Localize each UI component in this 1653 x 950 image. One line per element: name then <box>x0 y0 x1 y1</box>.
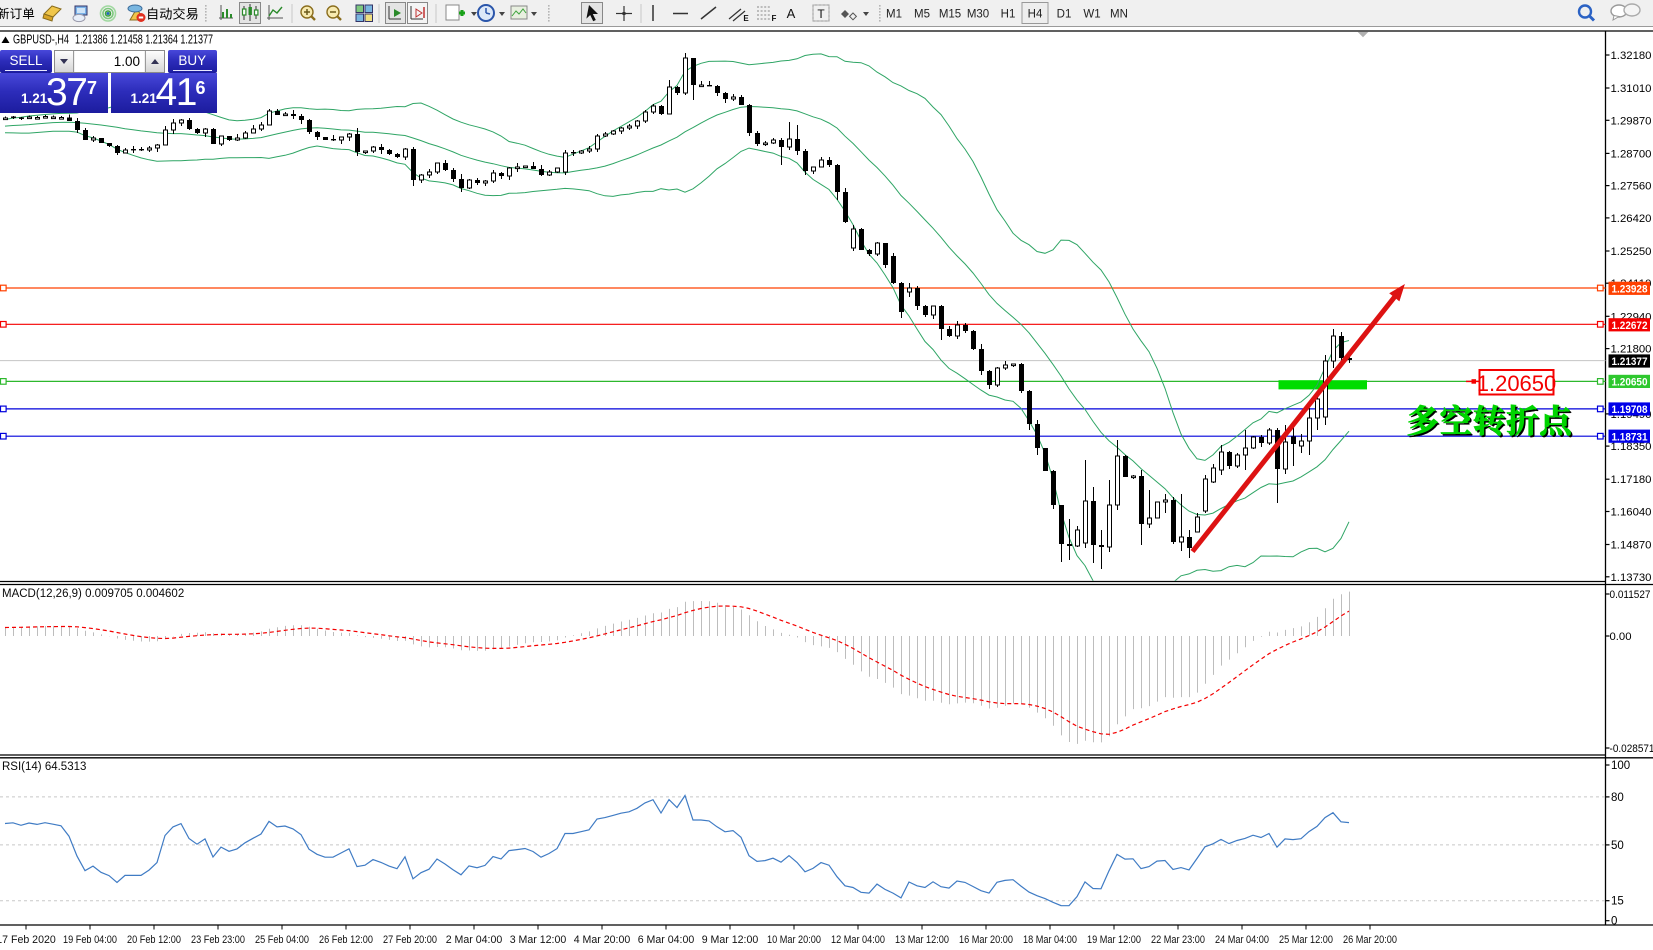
svg-text:0.00: 0.00 <box>1610 631 1632 643</box>
svg-text:19 Mar 12:00: 19 Mar 12:00 <box>1087 934 1141 946</box>
svg-text:1.28700: 1.28700 <box>1611 148 1652 160</box>
svg-text:1.19708: 1.19708 <box>1612 404 1648 416</box>
svg-text:H1: H1 <box>1001 9 1016 21</box>
svg-text:1.25250: 1.25250 <box>1611 246 1652 258</box>
svg-text:25 Mar 12:00: 25 Mar 12:00 <box>1279 934 1333 946</box>
svg-text:1.29870: 1.29870 <box>1611 115 1652 127</box>
svg-text:M15: M15 <box>939 9 961 21</box>
svg-text:RSI(14) 64.5313: RSI(14) 64.5313 <box>2 761 86 773</box>
svg-text:27 Feb 20:00: 27 Feb 20:00 <box>383 934 437 946</box>
svg-text:H4: H4 <box>1028 9 1043 21</box>
svg-text:10 Mar 20:00: 10 Mar 20:00 <box>767 934 821 946</box>
svg-text:GBPUSD-,H4: GBPUSD-,H4 <box>13 33 69 47</box>
svg-text:18 Mar 04:00: 18 Mar 04:00 <box>1023 934 1077 946</box>
svg-text:0.011527: 0.011527 <box>1610 589 1651 601</box>
svg-text:1.31010: 1.31010 <box>1611 83 1652 95</box>
svg-text:2 Mar 04:00: 2 Mar 04:00 <box>446 934 503 946</box>
svg-text:9 Mar 12:00: 9 Mar 12:00 <box>702 934 759 946</box>
svg-text:1.21800: 1.21800 <box>1611 344 1652 356</box>
svg-text:20 Feb 12:00: 20 Feb 12:00 <box>127 934 181 946</box>
svg-text:M5: M5 <box>914 9 930 21</box>
svg-text:24 Mar 04:00: 24 Mar 04:00 <box>1215 934 1269 946</box>
svg-text:1.13730: 1.13730 <box>1611 572 1652 584</box>
svg-text:M30: M30 <box>967 9 989 21</box>
svg-text:19 Feb 04:00: 19 Feb 04:00 <box>63 934 117 946</box>
svg-text:1.32180: 1.32180 <box>1611 50 1652 62</box>
svg-text:1.22672: 1.22672 <box>1612 320 1648 332</box>
svg-text:MACD(12,26,9) 0.009705 0.00460: MACD(12,26,9) 0.009705 0.004602 <box>2 588 184 600</box>
svg-text:1.16040: 1.16040 <box>1611 507 1652 519</box>
svg-text:25 Feb 04:00: 25 Feb 04:00 <box>255 934 309 946</box>
svg-text:80: 80 <box>1611 792 1624 804</box>
svg-text:T: T <box>817 7 825 21</box>
svg-text:1.18731: 1.18731 <box>1612 431 1648 443</box>
svg-text:1.20650: 1.20650 <box>1612 377 1648 389</box>
svg-text:100: 100 <box>1611 760 1630 772</box>
svg-text:16 Mar 20:00: 16 Mar 20:00 <box>959 934 1013 946</box>
svg-text:F: F <box>772 14 777 23</box>
svg-text:M1: M1 <box>886 9 902 21</box>
svg-text:1.27560: 1.27560 <box>1611 181 1652 193</box>
svg-text:0: 0 <box>1611 916 1617 928</box>
svg-text:15: 15 <box>1611 896 1624 908</box>
svg-text:3 Mar 12:00: 3 Mar 12:00 <box>510 934 567 946</box>
svg-text:4 Mar 20:00: 4 Mar 20:00 <box>574 934 631 946</box>
svg-text:50: 50 <box>1611 840 1624 852</box>
svg-text:22 Mar 23:00: 22 Mar 23:00 <box>1151 934 1205 946</box>
svg-text:1.21386 1.21458 1.21364 1.2137: 1.21386 1.21458 1.21364 1.21377 <box>75 33 213 47</box>
svg-text:E: E <box>743 14 749 23</box>
svg-text:-0.028571: -0.028571 <box>1610 743 1653 755</box>
svg-text:1.26420: 1.26420 <box>1611 213 1652 225</box>
svg-text:1.17180: 1.17180 <box>1611 474 1652 486</box>
svg-text:26 Mar 20:00: 26 Mar 20:00 <box>1343 934 1397 946</box>
svg-text:13 Mar 12:00: 13 Mar 12:00 <box>895 934 949 946</box>
svg-text:1.18350: 1.18350 <box>1611 441 1652 453</box>
svg-text:6 Mar 04:00: 6 Mar 04:00 <box>638 934 695 946</box>
svg-text:17 Feb 2020: 17 Feb 2020 <box>0 934 56 946</box>
svg-text:26 Feb 12:00: 26 Feb 12:00 <box>319 934 373 946</box>
svg-text:W1: W1 <box>1083 9 1100 21</box>
svg-text:1.21377: 1.21377 <box>1612 356 1648 368</box>
svg-text:12 Mar 04:00: 12 Mar 04:00 <box>831 934 885 946</box>
svg-text:D1: D1 <box>1057 9 1072 21</box>
svg-text:MN: MN <box>1110 9 1128 21</box>
svg-text:23 Feb 23:00: 23 Feb 23:00 <box>191 934 245 946</box>
svg-text:1.20650: 1.20650 <box>1477 371 1557 396</box>
svg-text:1.23928: 1.23928 <box>1612 284 1648 296</box>
svg-text:A: A <box>787 6 796 21</box>
svg-text:1.14870: 1.14870 <box>1611 540 1652 552</box>
